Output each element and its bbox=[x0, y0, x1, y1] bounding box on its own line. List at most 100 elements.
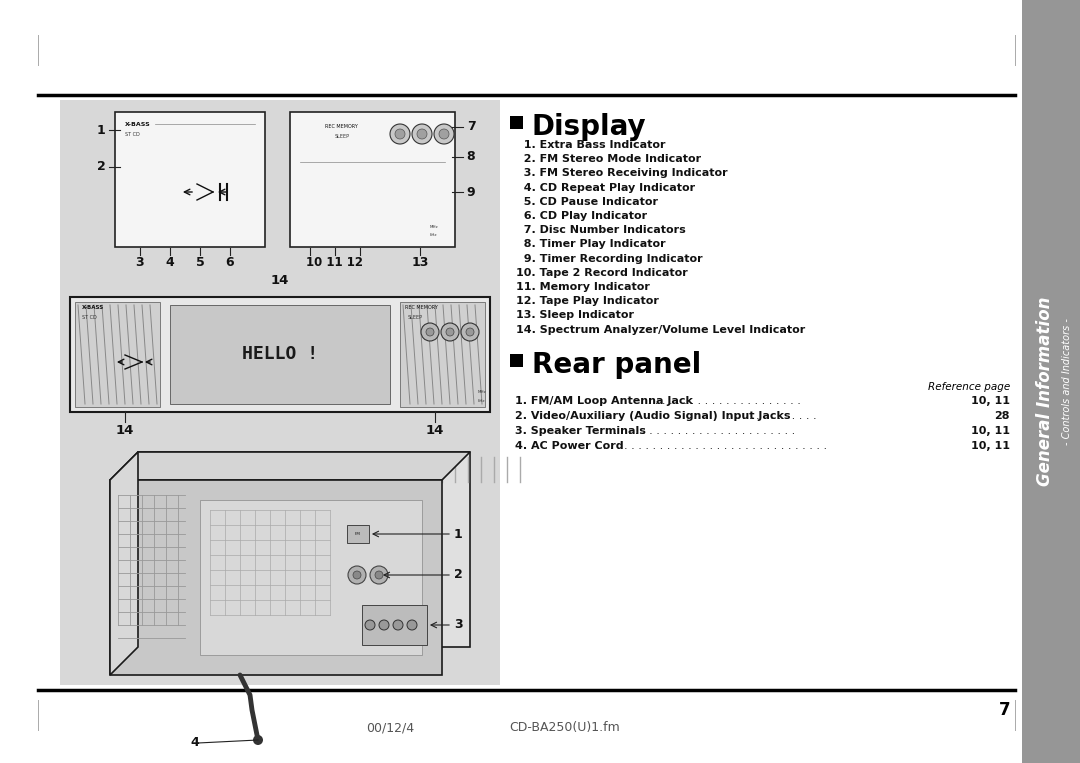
Text: 3: 3 bbox=[454, 619, 462, 632]
Text: MHz: MHz bbox=[430, 225, 438, 229]
Text: 4. CD Repeat Play Indicator: 4. CD Repeat Play Indicator bbox=[516, 182, 696, 192]
Text: Display: Display bbox=[532, 113, 647, 141]
Circle shape bbox=[375, 571, 383, 579]
Text: CD-BA250(U)1.fm: CD-BA250(U)1.fm bbox=[510, 722, 620, 735]
Text: 10 11 12: 10 11 12 bbox=[307, 256, 364, 269]
Polygon shape bbox=[110, 452, 138, 675]
Text: 9. Timer Recording Indicator: 9. Timer Recording Indicator bbox=[516, 253, 703, 263]
Polygon shape bbox=[110, 452, 470, 480]
Bar bbox=[347, 525, 369, 543]
Bar bbox=[70, 297, 490, 412]
Text: Reference page: Reference page bbox=[928, 382, 1010, 391]
Text: 10, 11: 10, 11 bbox=[971, 426, 1010, 436]
Text: kHz: kHz bbox=[430, 233, 437, 237]
Text: 3. Speaker Terminals: 3. Speaker Terminals bbox=[515, 426, 646, 436]
Circle shape bbox=[253, 735, 264, 745]
Text: 14: 14 bbox=[426, 423, 444, 436]
Circle shape bbox=[441, 323, 459, 341]
Text: 2. Video/Auxiliary (Audio Signal) Input Jacks: 2. Video/Auxiliary (Audio Signal) Input … bbox=[515, 410, 791, 421]
Text: 10. Tape 2 Record Indicator: 10. Tape 2 Record Indicator bbox=[516, 268, 688, 278]
Bar bbox=[510, 354, 523, 367]
Text: MHz: MHz bbox=[478, 390, 487, 394]
Bar bbox=[510, 116, 523, 129]
Text: REC MEMORY: REC MEMORY bbox=[405, 305, 437, 310]
Text: General Information: General Information bbox=[1036, 297, 1054, 486]
Text: 4: 4 bbox=[190, 736, 199, 749]
Text: X-BASS: X-BASS bbox=[82, 305, 105, 310]
Circle shape bbox=[426, 328, 434, 336]
Text: 10, 11: 10, 11 bbox=[971, 441, 1010, 451]
Text: ST CD: ST CD bbox=[82, 315, 97, 320]
Circle shape bbox=[421, 323, 438, 341]
Text: 4: 4 bbox=[165, 256, 174, 269]
Bar bbox=[75, 302, 160, 407]
Bar bbox=[114, 112, 265, 247]
Text: . . . . . . . . . . . . . . . . . . . . . . . . . . . . . . . . .: . . . . . . . . . . . . . . . . . . . . … bbox=[592, 441, 827, 451]
Text: 1: 1 bbox=[96, 124, 106, 137]
Bar bbox=[291, 112, 455, 247]
Bar bbox=[362, 605, 427, 645]
Circle shape bbox=[348, 566, 366, 584]
Text: 1. FM/AM Loop Antenna Jack: 1. FM/AM Loop Antenna Jack bbox=[515, 396, 693, 406]
Text: HELLO !: HELLO ! bbox=[242, 345, 319, 363]
Text: 6. CD Play Indicator: 6. CD Play Indicator bbox=[516, 211, 647, 221]
Circle shape bbox=[461, 323, 480, 341]
Text: REC MEMORY: REC MEMORY bbox=[325, 124, 357, 129]
Text: 7: 7 bbox=[998, 701, 1010, 719]
Bar bbox=[400, 302, 485, 407]
Text: SLEEP: SLEEP bbox=[408, 315, 423, 320]
Text: - Controls and Indicators -: - Controls and Indicators - bbox=[1063, 318, 1072, 445]
Bar bbox=[170, 305, 390, 404]
Text: 7. Disc Number Indicators: 7. Disc Number Indicators bbox=[516, 225, 686, 235]
Text: 4. AC Power Cord: 4. AC Power Cord bbox=[515, 441, 623, 451]
Bar bbox=[60, 100, 500, 685]
Text: Rear panel: Rear panel bbox=[532, 351, 701, 378]
Circle shape bbox=[417, 129, 427, 139]
Text: 1. Extra Bass Indicator: 1. Extra Bass Indicator bbox=[516, 140, 665, 150]
Text: 5: 5 bbox=[195, 256, 204, 269]
Circle shape bbox=[393, 620, 403, 630]
Circle shape bbox=[390, 124, 410, 144]
Circle shape bbox=[353, 571, 361, 579]
Text: 9: 9 bbox=[467, 185, 475, 198]
Text: 2: 2 bbox=[96, 160, 106, 173]
Text: 3. FM Stereo Receiving Indicator: 3. FM Stereo Receiving Indicator bbox=[516, 169, 728, 179]
Circle shape bbox=[411, 124, 432, 144]
Text: 12. Tape Play Indicator: 12. Tape Play Indicator bbox=[516, 296, 659, 306]
Text: 14: 14 bbox=[116, 423, 134, 436]
Circle shape bbox=[365, 620, 375, 630]
Text: SLEEP: SLEEP bbox=[335, 134, 350, 139]
Text: 3: 3 bbox=[136, 256, 145, 269]
Circle shape bbox=[438, 129, 449, 139]
Circle shape bbox=[379, 620, 389, 630]
Text: 14: 14 bbox=[271, 275, 289, 288]
Text: 2. FM Stereo Mode Indicator: 2. FM Stereo Mode Indicator bbox=[516, 154, 701, 164]
Text: 5. CD Pause Indicator: 5. CD Pause Indicator bbox=[516, 197, 658, 207]
Text: . . . . . . . . . . . . .: . . . . . . . . . . . . . bbox=[724, 410, 816, 421]
Circle shape bbox=[407, 620, 417, 630]
Circle shape bbox=[465, 328, 474, 336]
Text: 7: 7 bbox=[467, 121, 475, 134]
Text: kHz: kHz bbox=[478, 399, 486, 403]
Bar bbox=[138, 452, 470, 647]
Text: 6: 6 bbox=[226, 256, 234, 269]
Text: . . . . . . . . . . . . . . . . . . . . . . .: . . . . . . . . . . . . . . . . . . . . … bbox=[637, 396, 801, 406]
Bar bbox=[110, 480, 442, 675]
Circle shape bbox=[446, 328, 454, 336]
Text: 2: 2 bbox=[454, 568, 462, 581]
Bar bbox=[1022, 0, 1080, 763]
Text: 10, 11: 10, 11 bbox=[971, 396, 1010, 406]
Text: ST CD: ST CD bbox=[125, 132, 139, 137]
Circle shape bbox=[434, 124, 454, 144]
Text: FM: FM bbox=[355, 532, 361, 536]
Text: 14. Spectrum Analyzer/Volume Level Indicator: 14. Spectrum Analyzer/Volume Level Indic… bbox=[516, 324, 806, 335]
Text: 28: 28 bbox=[995, 410, 1010, 421]
Text: 8. Timer Play Indicator: 8. Timer Play Indicator bbox=[516, 240, 665, 250]
Circle shape bbox=[395, 129, 405, 139]
Circle shape bbox=[370, 566, 388, 584]
Text: 00/12/4: 00/12/4 bbox=[366, 722, 414, 735]
Text: 11. Memory Indicator: 11. Memory Indicator bbox=[516, 282, 650, 292]
Text: X-BASS: X-BASS bbox=[125, 122, 151, 127]
Text: 1: 1 bbox=[454, 527, 462, 540]
Bar bbox=[200, 500, 422, 655]
